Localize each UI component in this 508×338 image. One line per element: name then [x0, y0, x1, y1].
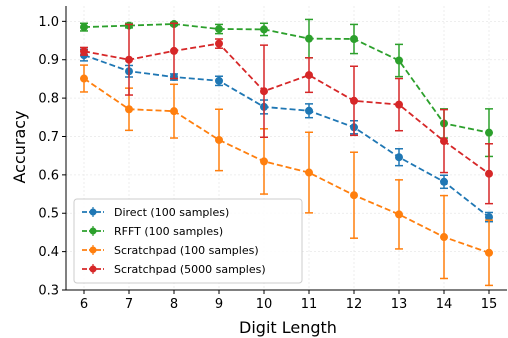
y-tick-label: 0.5 — [38, 207, 59, 222]
data-point — [215, 25, 223, 34]
data-point — [485, 213, 493, 222]
y-tick-label: 0.6 — [38, 168, 59, 183]
data-point — [395, 100, 403, 109]
data-point — [350, 96, 358, 105]
legend-item: Direct (100 samples) — [82, 206, 229, 219]
x-tick-label: 15 — [481, 297, 498, 312]
y-tick-label: 0.7 — [38, 130, 59, 145]
data-point — [485, 248, 493, 257]
x-axis-title: Digit Length — [239, 318, 337, 337]
legend-marker — [89, 208, 97, 216]
legend-label: Scratchpad (5000 samples) — [114, 263, 266, 276]
data-point — [125, 55, 133, 64]
x-tick-label: 14 — [436, 297, 453, 312]
series-line — [83, 54, 490, 218]
legend-marker — [89, 246, 97, 254]
data-point — [440, 233, 448, 242]
ticks: 0.3 0.4 0.5 0.6 0.7 0.8 0.9 1.0 6 7 8 9 10 11 12 13 14 15 — [38, 15, 497, 312]
data-point — [395, 56, 403, 65]
data-point — [440, 137, 448, 146]
data-point — [395, 153, 403, 162]
data-point — [350, 191, 358, 200]
data-point — [215, 135, 223, 144]
data-point — [305, 71, 313, 80]
legend-marker — [89, 265, 97, 273]
data-point — [170, 107, 178, 116]
legend-box — [73, 198, 303, 284]
legend-item: RFFT (100 samples) — [82, 225, 223, 238]
x-tick-label: 12 — [346, 297, 363, 312]
legend-marker — [89, 227, 97, 235]
legend-item: Scratchpad (100 samples) — [82, 244, 259, 257]
y-tick-label: 0.8 — [38, 92, 59, 107]
legend: Direct (100 samples) RFFT (100 samples) Sc… — [73, 198, 303, 284]
series-4 — [80, 22, 493, 205]
x-tick-label: 13 — [391, 297, 408, 312]
data-point — [80, 74, 88, 83]
legend-item: Scratchpad (5000 samples) — [82, 263, 266, 276]
data-point — [170, 46, 178, 55]
data-point — [485, 169, 493, 178]
legend-label: RFFT (100 samples) — [114, 225, 223, 238]
data-point — [350, 35, 358, 44]
legend-label: Direct (100 samples) — [114, 206, 229, 219]
y-tick-label: 0.4 — [38, 245, 59, 260]
x-tick-label: 8 — [170, 297, 178, 312]
data-point — [80, 47, 88, 56]
series-line — [83, 77, 490, 254]
data-point — [80, 23, 88, 32]
series-layer — [80, 18, 493, 287]
data-point — [260, 25, 268, 34]
axes — [65, 6, 507, 291]
data-point — [215, 39, 223, 48]
y-tick-label: 0.9 — [38, 53, 59, 68]
x-tick-label: 6 — [80, 297, 88, 312]
x-tick-label: 10 — [256, 297, 273, 312]
x-tick-label: 7 — [125, 297, 133, 312]
series-line — [83, 23, 490, 134]
data-point — [485, 128, 493, 137]
y-axis-title: Accuracy — [10, 110, 29, 183]
x-tick-label: 9 — [215, 297, 223, 312]
legend-label: Scratchpad (100 samples) — [114, 244, 259, 257]
data-point — [305, 34, 313, 43]
data-point — [125, 105, 133, 114]
data-point — [260, 157, 268, 166]
data-point — [260, 87, 268, 96]
series-3 — [80, 64, 493, 287]
data-point — [395, 210, 403, 219]
y-tick-label: 0.3 — [38, 284, 59, 299]
data-point — [305, 168, 313, 177]
y-tick-label: 1.0 — [38, 15, 59, 30]
data-point — [440, 177, 448, 186]
series-line — [83, 42, 490, 175]
x-tick-label: 11 — [301, 297, 318, 312]
data-point — [305, 106, 313, 115]
data-point — [215, 76, 223, 85]
